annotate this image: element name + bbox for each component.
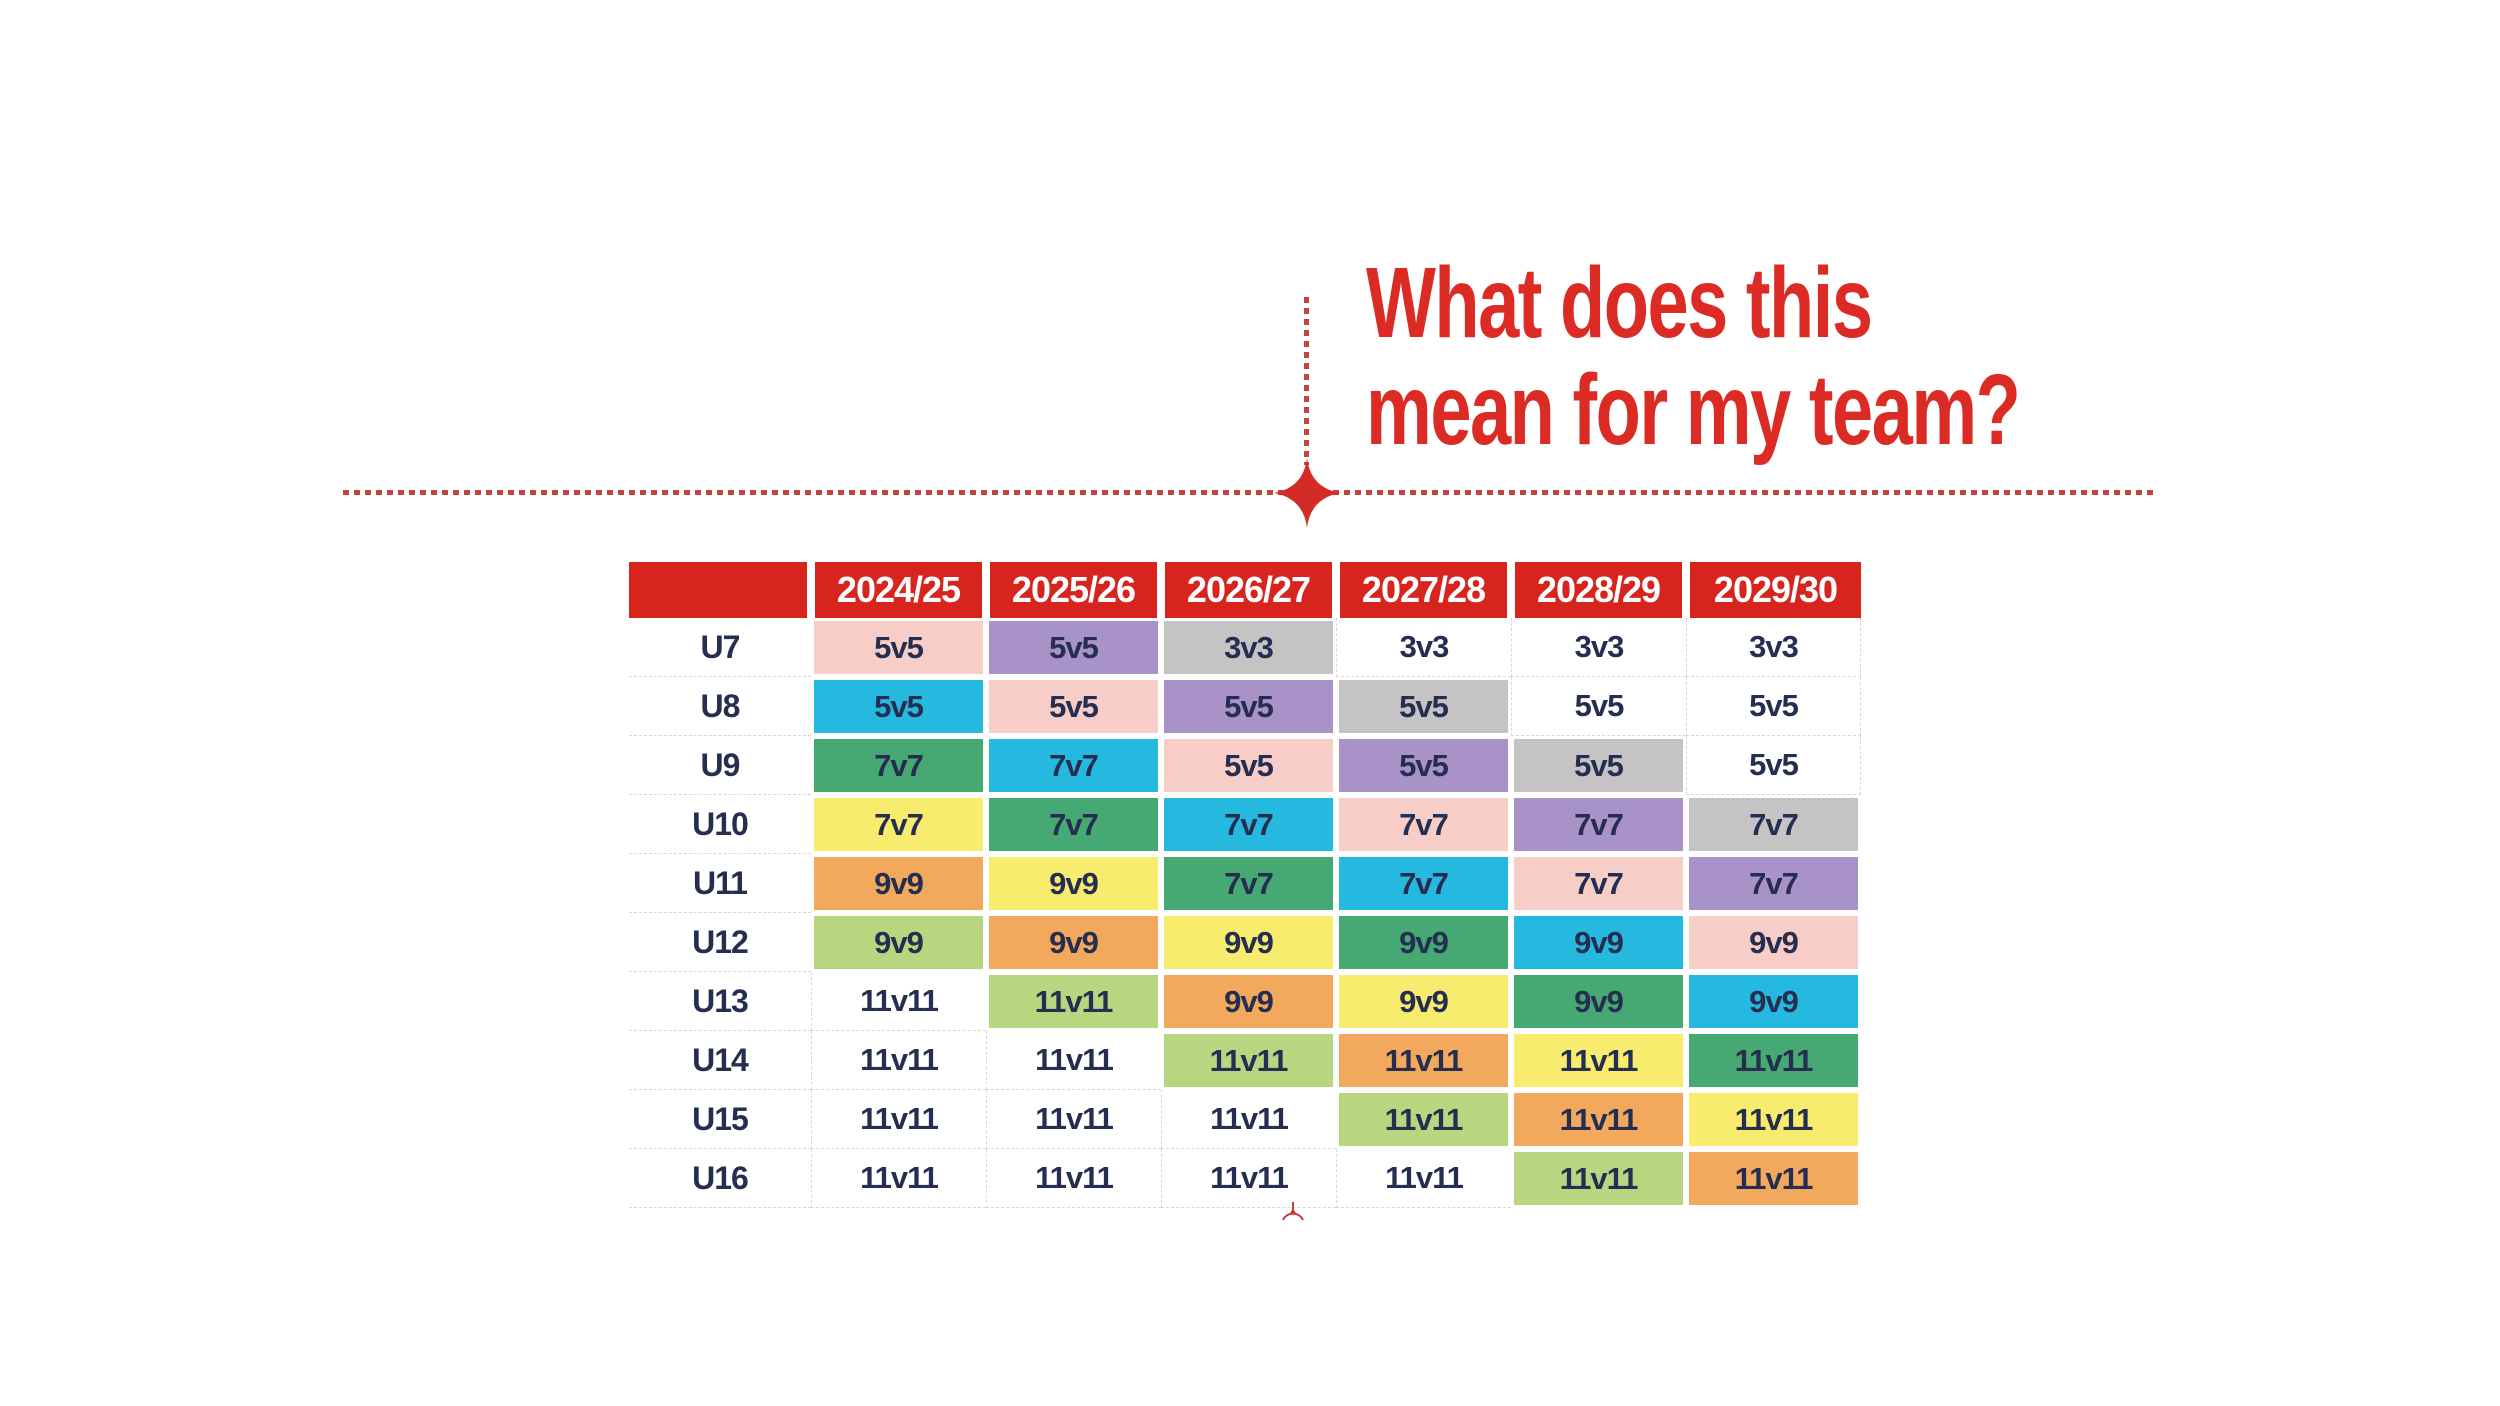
format-cell: 9v9 bbox=[986, 913, 1161, 972]
format-cell: 11v11 bbox=[1686, 1031, 1861, 1090]
format-cell: 3v3 bbox=[1686, 618, 1861, 677]
format-cell: 7v7 bbox=[1161, 854, 1336, 913]
format-cell: 11v11 bbox=[1686, 1090, 1861, 1149]
format-cell: 5v5 bbox=[1511, 677, 1686, 736]
format-cell: 5v5 bbox=[1336, 736, 1511, 795]
format-cell: 9v9 bbox=[1686, 972, 1861, 1031]
format-cell: 11v11 bbox=[811, 1031, 986, 1090]
format-cell: 7v7 bbox=[1686, 854, 1861, 913]
title-line-1: What does this bbox=[1366, 247, 1873, 359]
horizontal-dotted-line bbox=[343, 490, 2157, 495]
format-cell: 7v7 bbox=[986, 736, 1161, 795]
sparkle-icon bbox=[1274, 458, 1340, 528]
format-cell: 9v9 bbox=[1161, 913, 1336, 972]
age-label-cell: U16 bbox=[629, 1149, 811, 1208]
format-cell: 11v11 bbox=[1336, 1031, 1511, 1090]
header-corner-cell bbox=[629, 562, 811, 618]
format-cell: 5v5 bbox=[1511, 736, 1686, 795]
format-cell: 7v7 bbox=[1686, 795, 1861, 854]
season-header-cell: 2026/27 bbox=[1161, 562, 1336, 618]
formats-table: 2024/25 2025/26 2026/27 2027/28 2028/29 2029/… bbox=[629, 562, 1861, 1208]
age-label-cell: U8 bbox=[629, 677, 811, 736]
format-cell: 11v11 bbox=[1336, 1149, 1511, 1208]
format-cell: 9v9 bbox=[1336, 913, 1511, 972]
age-label-cell: U15 bbox=[629, 1090, 811, 1149]
format-cell: 9v9 bbox=[1161, 972, 1336, 1031]
format-cell: 11v11 bbox=[811, 1090, 986, 1149]
small-spark-icon bbox=[1282, 1202, 1304, 1221]
age-label-cell: U10 bbox=[629, 795, 811, 854]
format-cell: 9v9 bbox=[811, 854, 986, 913]
format-cell: 7v7 bbox=[811, 736, 986, 795]
format-cell: 5v5 bbox=[1686, 677, 1861, 736]
format-cell: 9v9 bbox=[1686, 913, 1861, 972]
format-cell: 5v5 bbox=[1161, 736, 1336, 795]
season-header-cell: 2028/29 bbox=[1511, 562, 1686, 618]
season-header-cell: 2027/28 bbox=[1336, 562, 1511, 618]
page-title: What does this mean for my team? bbox=[1366, 247, 2021, 466]
title-line-2: mean for my team? bbox=[1366, 354, 2021, 466]
format-cell: 11v11 bbox=[1161, 1090, 1336, 1149]
format-cell: 9v9 bbox=[1336, 972, 1511, 1031]
format-cell: 5v5 bbox=[986, 677, 1161, 736]
format-cell: 5v5 bbox=[811, 677, 986, 736]
age-label-cell: U9 bbox=[629, 736, 811, 795]
format-cell: 5v5 bbox=[811, 618, 986, 677]
format-cell: 5v5 bbox=[986, 618, 1161, 677]
format-cell: 11v11 bbox=[1686, 1149, 1861, 1208]
format-cell: 11v11 bbox=[811, 972, 986, 1031]
age-label-cell: U12 bbox=[629, 913, 811, 972]
format-cell: 11v11 bbox=[811, 1149, 986, 1208]
format-cell: 11v11 bbox=[1511, 1031, 1686, 1090]
format-cell: 7v7 bbox=[1161, 795, 1336, 854]
format-cell: 7v7 bbox=[1336, 795, 1511, 854]
age-label-cell: U11 bbox=[629, 854, 811, 913]
format-cell: 11v11 bbox=[1511, 1090, 1686, 1149]
format-cell: 7v7 bbox=[986, 795, 1161, 854]
format-cell: 11v11 bbox=[1161, 1031, 1336, 1090]
season-header-cell: 2029/30 bbox=[1686, 562, 1861, 618]
format-cell: 5v5 bbox=[1161, 677, 1336, 736]
format-cell: 9v9 bbox=[811, 913, 986, 972]
age-label-cell: U14 bbox=[629, 1031, 811, 1090]
format-cell: 3v3 bbox=[1511, 618, 1686, 677]
format-cell: 11v11 bbox=[1336, 1090, 1511, 1149]
format-cell: 11v11 bbox=[986, 972, 1161, 1031]
format-cell: 3v3 bbox=[1336, 618, 1511, 677]
format-cell: 9v9 bbox=[1511, 972, 1686, 1031]
format-cell: 5v5 bbox=[1336, 677, 1511, 736]
format-cell: 7v7 bbox=[1511, 854, 1686, 913]
age-label-cell: U7 bbox=[629, 618, 811, 677]
format-cell: 9v9 bbox=[986, 854, 1161, 913]
format-cell: 11v11 bbox=[986, 1090, 1161, 1149]
format-cell: 11v11 bbox=[986, 1149, 1161, 1208]
format-cell: 5v5 bbox=[1686, 736, 1861, 795]
format-cell: 3v3 bbox=[1161, 618, 1336, 677]
format-cell: 7v7 bbox=[811, 795, 986, 854]
format-cell: 11v11 bbox=[986, 1031, 1161, 1090]
season-header-cell: 2025/26 bbox=[986, 562, 1161, 618]
format-cell: 7v7 bbox=[1336, 854, 1511, 913]
format-cell: 9v9 bbox=[1511, 913, 1686, 972]
age-label-cell: U13 bbox=[629, 972, 811, 1031]
format-cell: 11v11 bbox=[1511, 1149, 1686, 1208]
season-header-cell: 2024/25 bbox=[811, 562, 986, 618]
vertical-dotted-line bbox=[1304, 297, 1309, 465]
format-cell: 7v7 bbox=[1511, 795, 1686, 854]
format-cell: 11v11 bbox=[1161, 1149, 1336, 1208]
